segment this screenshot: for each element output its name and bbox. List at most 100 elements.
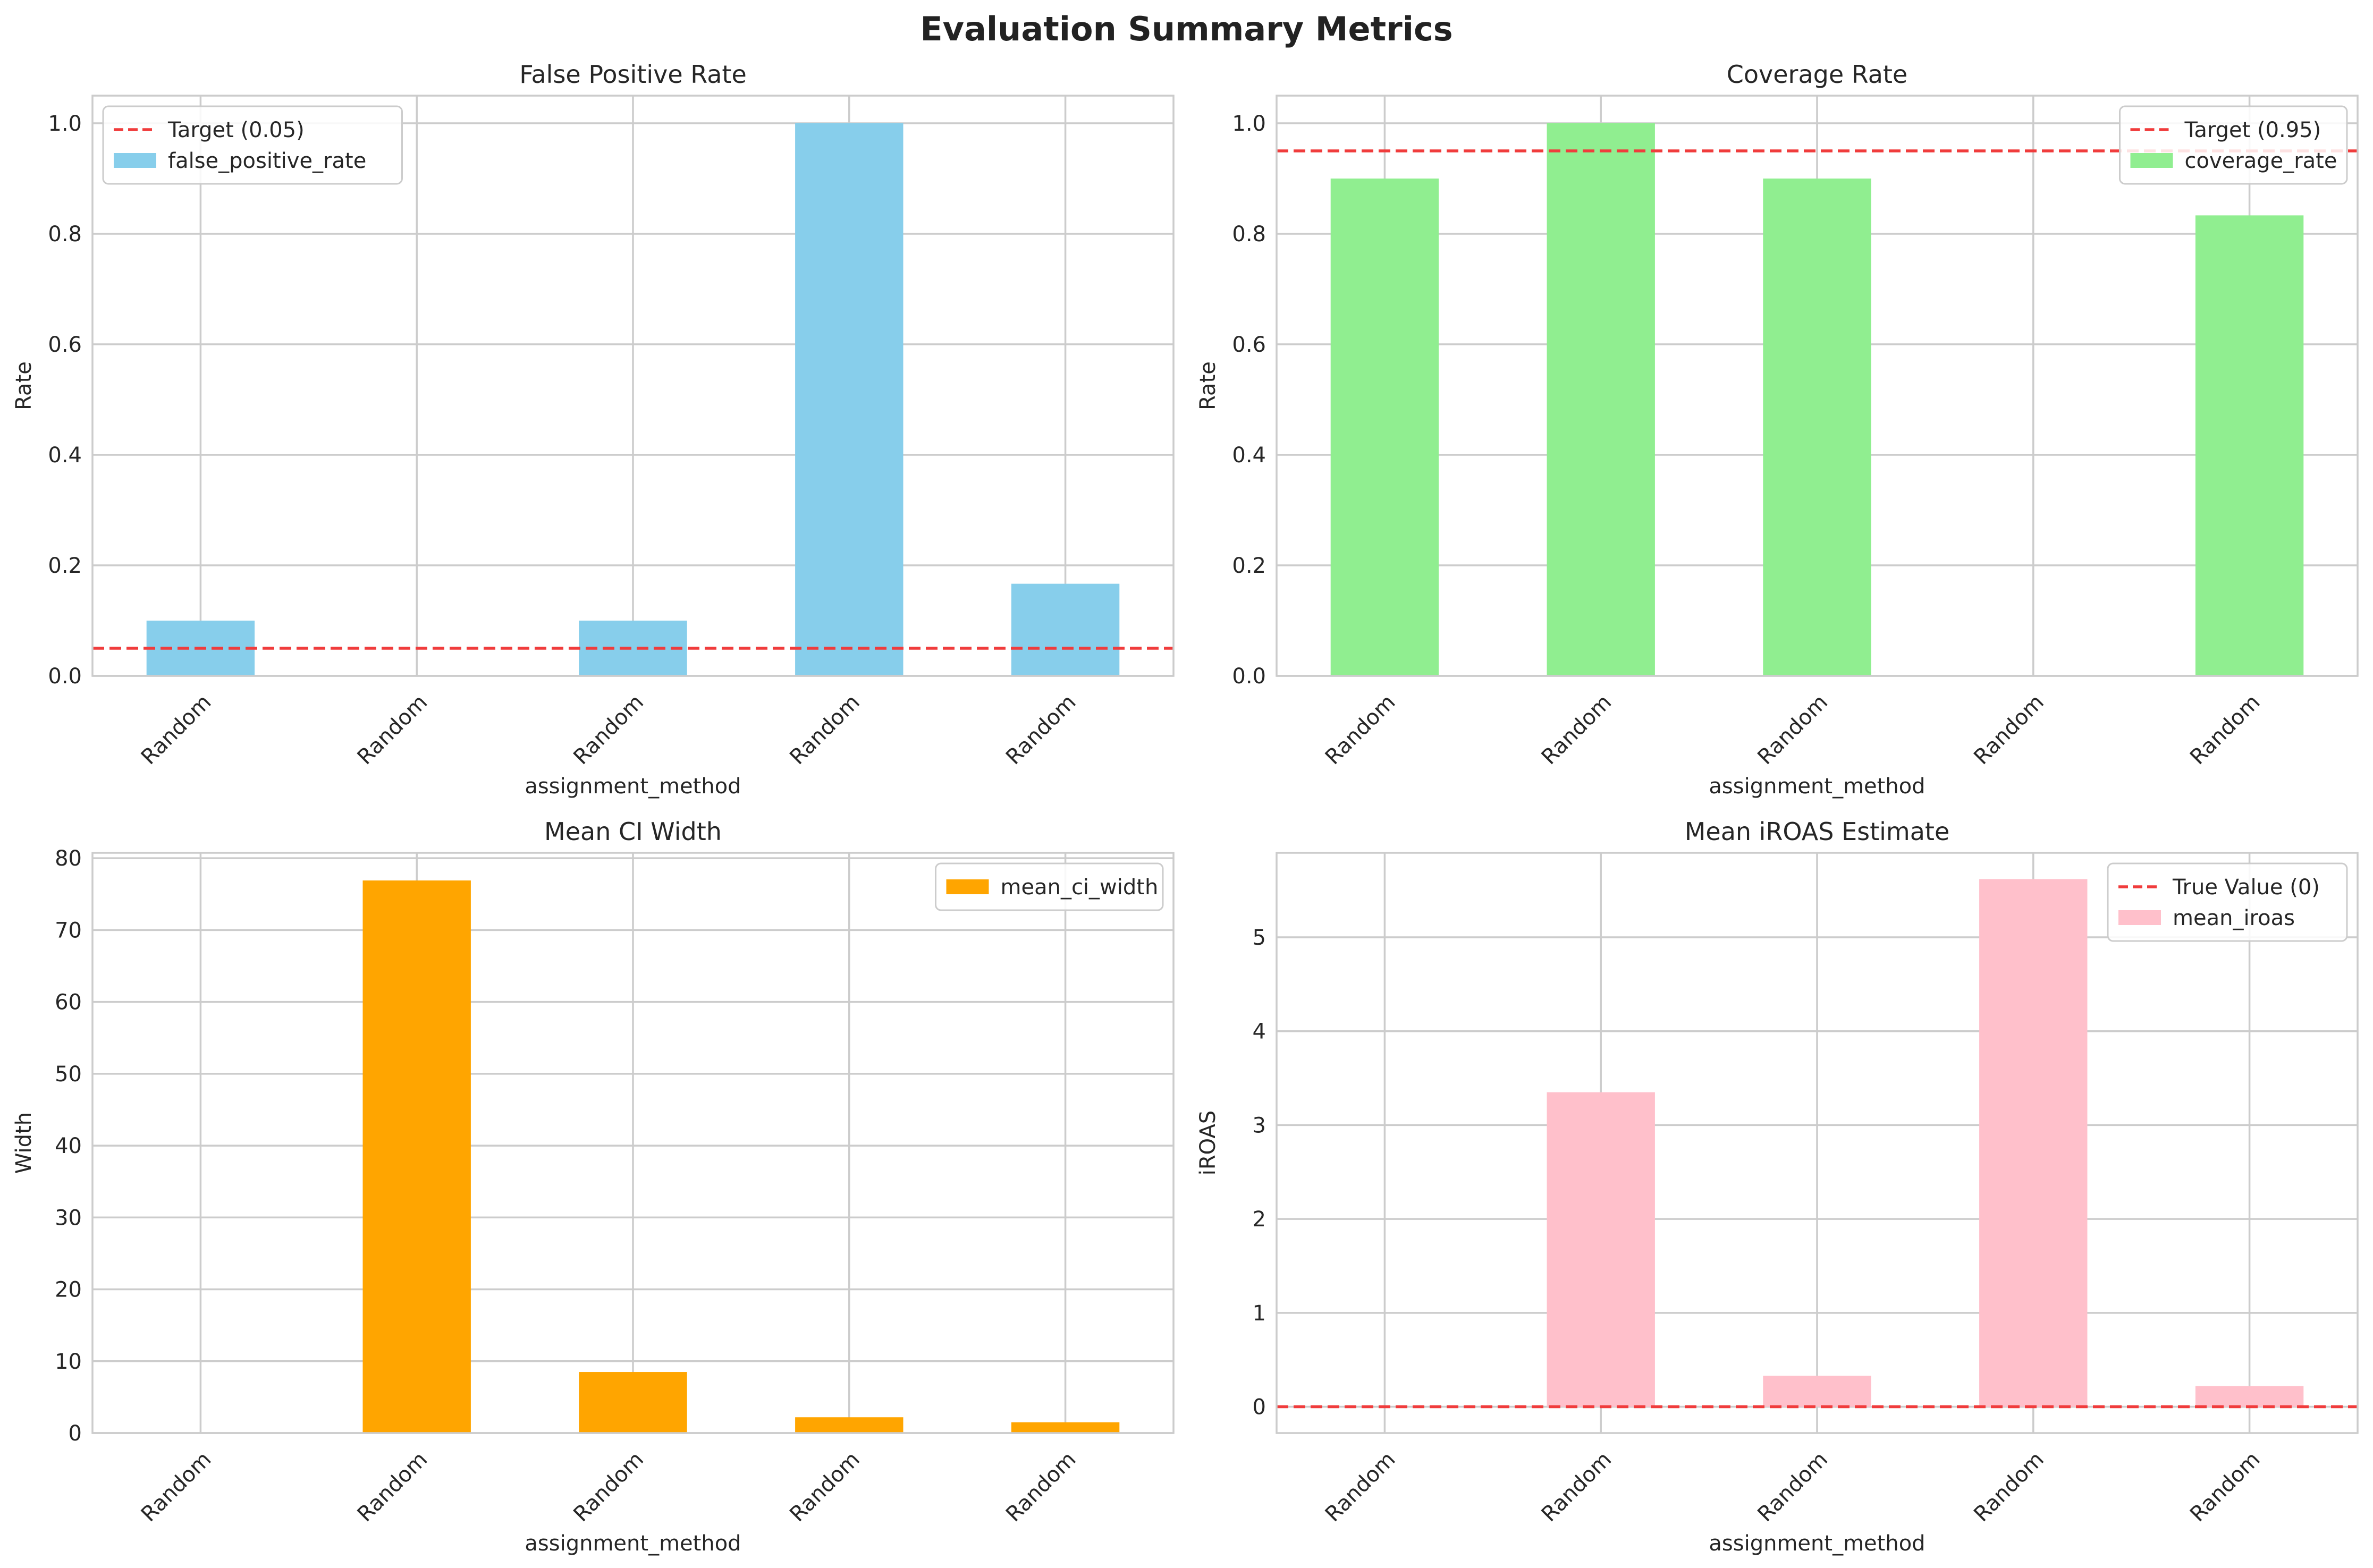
y-tick-label: 0.4 [1232,443,1266,468]
x-tick-label: Random [1753,690,1832,770]
y-tick-label: 0.8 [48,222,82,247]
y-tick-label: 0 [69,1421,82,1446]
bar [1330,179,1439,676]
x-axis-label: assignment_method [1709,1531,1925,1556]
bar [579,1372,687,1433]
x-tick-label: Random [1537,1447,1617,1527]
x-tick-label: Random [1969,690,2049,770]
legend-label: True Value (0) [2172,875,2320,900]
legend-label: Target (0.05) [167,118,305,142]
y-tick-label: 0.0 [1232,664,1266,689]
y-tick-label: 0.8 [1232,222,1266,247]
x-tick-label: Random [1321,690,1400,770]
x-tick-label: Random [1321,1447,1400,1527]
y-tick-label: 0 [1253,1395,1266,1420]
y-tick-label: 0.2 [48,554,82,578]
y-tick-label: 1.0 [48,112,82,136]
plot-frame [91,95,1175,677]
y-axis-label: Rate [1196,361,1220,410]
chart-panel-4: 0 1 2 3 4 5 Random Random Random Random Random Mean… [1196,817,2359,1556]
x-tick-label: Random [785,690,865,770]
x-axis-label: assignment_method [1709,774,1925,799]
x-axis-label: assignment_method [525,774,741,799]
x-tick-label: Random [1001,690,1081,770]
x-tick-label: Random [785,1447,865,1527]
legend-box [935,862,1164,911]
y-axis-label: Rate [12,361,36,410]
y-tick-label: 40 [55,1134,82,1158]
legend-box [2119,105,2348,185]
y-tick-label: 70 [55,918,82,943]
x-tick-label: Random [2185,690,2265,770]
y-axis-label: Width [12,1112,36,1174]
legend: Target (0.95) coverage_rate [2119,105,2348,185]
legend-box [102,105,403,185]
chart-title: Mean CI Width [544,817,722,846]
y-tick-label: 30 [55,1206,82,1230]
legend-label: false_positive_rate [168,149,366,173]
x-tick-label: Random [1001,1447,1081,1527]
bar [1011,583,1120,676]
y-tick-label: 0.4 [48,443,82,468]
x-tick-label: Random [137,690,216,770]
legend-label: Target (0.95) [2184,118,2321,142]
legend-label: mean_ci_width [1001,875,1159,900]
y-tick-label: 0.6 [48,333,82,357]
x-axis-label: assignment_method [525,1531,741,1556]
x-tick-label: Random [1537,690,1617,770]
legend-patch-swatch [2118,910,2161,925]
y-tick-label: 0.2 [1232,554,1266,578]
chart-panel-1: 0.0 0.2 0.4 0.6 0.8 1.0 Random Random Random Rand… [12,60,1175,799]
chart-title: False Positive Rate [519,60,747,89]
x-tick-label: Random [137,1447,216,1527]
bar [2195,1386,2304,1407]
x-tick-label: Random [569,690,648,770]
x-tick-label: Random [353,690,433,770]
plot-frame [91,852,1175,1434]
x-tick-label: Random [2185,1447,2265,1527]
y-tick-label: 1.0 [1232,112,1266,136]
chart-title: Coverage Rate [1727,60,1908,89]
bar [362,880,471,1433]
legend-box [2107,862,2348,942]
y-tick-label: 20 [55,1278,82,1302]
bar [1547,123,1655,676]
plot-frame [1276,95,2359,677]
y-tick-label: 50 [55,1062,82,1087]
y-tick-label: 0.0 [48,664,82,689]
bar [1763,179,1871,676]
y-tick-label: 60 [55,990,82,1015]
x-tick-label: Random [353,1447,433,1527]
y-tick-label: 1 [1253,1301,1266,1326]
x-tick-label: Random [1969,1447,2049,1527]
legend-patch-swatch [114,153,156,168]
legend: True Value (0) mean_iroas [2107,862,2348,942]
bar [1547,1092,1655,1407]
plot-frame [1276,852,2359,1434]
y-tick-label: 5 [1253,926,1266,950]
bar [1763,1376,1871,1407]
legend-patch-swatch [946,879,989,894]
chart-panel-2: 0.0 0.2 0.4 0.6 0.8 1.0 Random Random Random Rand… [1196,60,2359,799]
y-tick-label: 80 [55,846,82,871]
legend: Target (0.05) false_positive_rate [102,105,403,185]
legend-label: coverage_rate [2185,149,2337,173]
bar [795,123,903,676]
bar [1979,879,2088,1407]
legend: mean_ci_width [935,862,1164,911]
y-tick-label: 3 [1253,1113,1266,1138]
y-tick-label: 4 [1253,1020,1266,1044]
chart-panel-3: 0 10 20 30 40 50 60 70 80 Random Random Random Rando… [12,817,1175,1556]
legend-label: mean_iroas [2173,906,2295,930]
y-tick-label: 0.6 [1232,333,1266,357]
chart-title: Mean iROAS Estimate [1685,817,1950,846]
bar [795,1417,903,1433]
bar [1011,1422,1120,1433]
legend-patch-swatch [2130,153,2173,168]
bar [2195,215,2304,676]
y-axis-label: iROAS [1196,1111,1220,1175]
figure-title: Evaluation Summary Metrics [920,10,1453,48]
y-tick-label: 10 [55,1350,82,1374]
y-tick-label: 2 [1253,1207,1266,1232]
